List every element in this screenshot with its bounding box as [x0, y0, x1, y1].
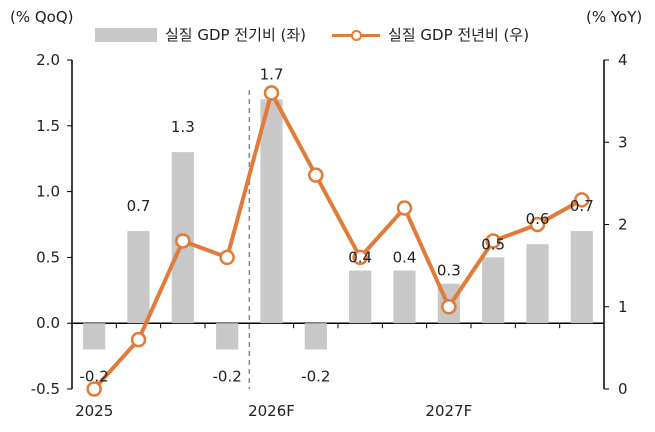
x-tick-label: 2026F	[248, 402, 295, 420]
bar	[83, 323, 106, 350]
left-tick-label: 2.0	[36, 51, 60, 69]
right-tick-label: 1	[618, 298, 628, 316]
left-tick-label: -0.5	[31, 380, 60, 398]
bar	[349, 270, 372, 324]
legend-swatch-line	[332, 28, 381, 42]
left-tick-label: 1.5	[36, 117, 60, 135]
line-point	[86, 381, 102, 397]
bar-data-label: 0.6	[526, 210, 550, 228]
right-tick-label: 4	[618, 51, 628, 69]
line-point	[130, 331, 147, 348]
line-point	[396, 200, 413, 216]
left-axis-title: (% QoQ)	[10, 8, 74, 26]
legend-label-line: 실질 GDP 전년비 (우)	[388, 26, 530, 44]
right-axis-title: (% YoY)	[586, 8, 643, 26]
right-tick-label: 2	[618, 216, 628, 234]
x-tick-label: 2025	[75, 402, 113, 420]
right-tick-label: 3	[618, 133, 628, 151]
bar-data-label: 0.4	[348, 249, 372, 267]
left-tick-label: 0.5	[36, 248, 60, 266]
bar	[393, 270, 416, 324]
legend-label-bar: 실질 GDP 전기비 (좌)	[165, 26, 307, 44]
line-point	[574, 192, 590, 208]
line-point	[485, 233, 501, 249]
bar	[216, 323, 239, 350]
bar	[570, 231, 593, 324]
bar-data-label: -0.2	[301, 368, 330, 386]
bar	[260, 99, 283, 324]
bar-data-label: 0.3	[437, 262, 461, 280]
bar-data-label: 1.7	[260, 65, 284, 83]
left-tick-label: 1.0	[36, 183, 60, 201]
line-series	[92, 90, 583, 391]
bar-data-label: 0.7	[570, 197, 594, 215]
line-point	[441, 299, 457, 315]
bar-data-label: -0.2	[213, 368, 242, 386]
bar	[482, 257, 505, 324]
line-point	[352, 249, 368, 266]
legend: 실질 GDP 전기비 (좌) 실질 GDP 전년비 (우)	[95, 24, 529, 45]
line-point	[175, 233, 191, 249]
bar	[526, 244, 549, 324]
line-point	[529, 216, 546, 233]
line-point	[219, 249, 235, 266]
bar	[304, 323, 327, 350]
line-point	[308, 167, 324, 183]
bar-data-label: 0.5	[481, 235, 505, 253]
bar-data-label: -0.2	[80, 368, 109, 386]
legend-swatch-bar	[95, 27, 157, 42]
bar-data-label: 0.4	[393, 249, 417, 267]
x-tick-label: 2027F	[425, 402, 472, 420]
left-tick-label: 0.0	[36, 314, 60, 332]
bar-data-label: 1.3	[171, 118, 195, 136]
right-tick-label: 0	[618, 380, 628, 398]
bar	[127, 231, 150, 324]
line-point	[263, 85, 280, 101]
bar-data-label: 0.7	[127, 197, 151, 215]
